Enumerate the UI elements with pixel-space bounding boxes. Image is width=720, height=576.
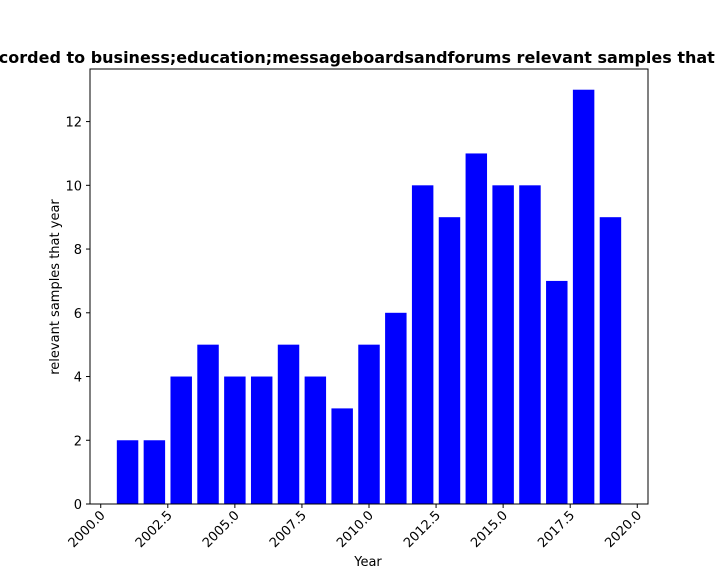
- bar-2019: [599, 217, 622, 504]
- x-axis-ticks: 2000.0 2002.5 2005.0 2007.5 2010.0 2012.5 2015…: [66, 504, 645, 551]
- x-axis-label: Year: [353, 555, 382, 570]
- bar-2007: [277, 344, 300, 504]
- bar-2003: [170, 376, 192, 504]
- bar-2008: [304, 376, 327, 504]
- bar-2002: [143, 440, 166, 504]
- x-tick-label: 2005.0: [200, 508, 243, 551]
- y-tick-label: 8: [74, 243, 82, 258]
- bar-2018: [572, 89, 595, 504]
- x-tick-label: 2015.0: [468, 508, 511, 551]
- bar-2010: [358, 344, 380, 504]
- bar-2013: [438, 217, 461, 504]
- x-tick-label: 2002.5: [133, 508, 176, 551]
- bar-2017: [546, 280, 568, 504]
- x-tick-label: 2012.5: [401, 508, 444, 551]
- x-tick-label: 2017.5: [535, 508, 578, 551]
- x-tick-label: 2010.0: [334, 508, 377, 551]
- y-axis-ticks: 0 2 4 6 8 10 12: [65, 116, 90, 513]
- bar-2005: [224, 376, 246, 504]
- x-tick-label: 2020.0: [602, 508, 645, 551]
- bar-2009: [331, 408, 353, 504]
- bar-2011: [385, 312, 407, 504]
- y-tick-label: 2: [74, 434, 82, 449]
- bars-group: [116, 89, 622, 505]
- bar-2016: [519, 185, 541, 505]
- bar-2004: [197, 344, 219, 504]
- y-axis-label: relevant samples that year: [48, 199, 63, 375]
- y-tick-label: 12: [65, 116, 82, 131]
- bar-2006: [250, 376, 273, 504]
- y-tick-label: 6: [74, 307, 82, 322]
- bar-2014: [465, 153, 488, 504]
- x-tick-label: 2000.0: [66, 508, 109, 551]
- x-tick-label: 2007.5: [267, 508, 310, 551]
- y-tick-label: 4: [74, 371, 82, 386]
- bar-2012: [411, 185, 434, 505]
- bar-2015: [492, 185, 514, 505]
- bar-2001: [116, 440, 139, 504]
- y-tick-label: 10: [65, 179, 82, 194]
- y-tick-label: 0: [74, 498, 82, 513]
- chart-title: Recorded to business;education;messagebo…: [0, 48, 720, 67]
